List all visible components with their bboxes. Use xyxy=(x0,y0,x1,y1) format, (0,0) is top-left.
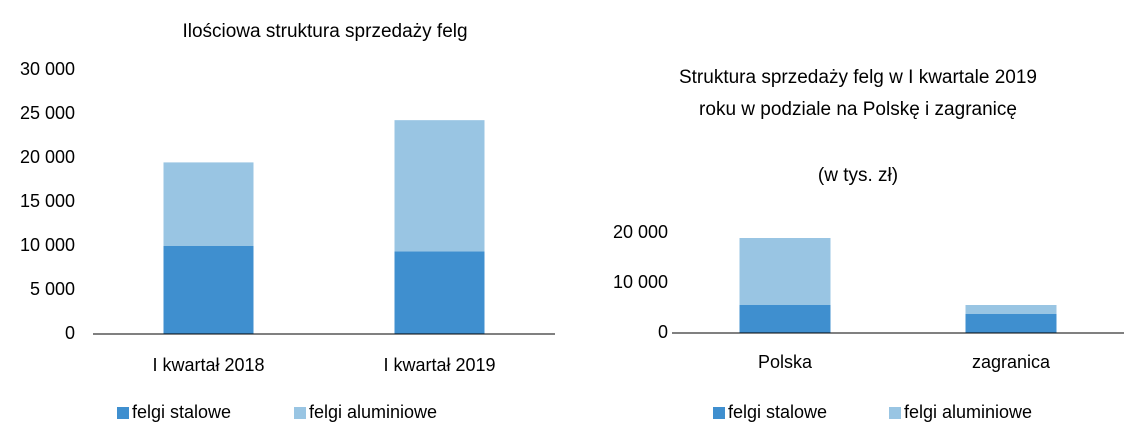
legend-swatch xyxy=(889,407,901,419)
legend-label: felgi aluminiowe xyxy=(904,402,1032,422)
legend-label: felgi stalowe xyxy=(728,402,827,422)
legend-label: felgi stalowe xyxy=(132,402,231,422)
y-tick-label: 15 000 xyxy=(20,191,75,211)
bar-segment xyxy=(163,162,254,246)
y-tick-label: 20 000 xyxy=(613,222,668,242)
y-tick-label: 10 000 xyxy=(20,235,75,255)
chart-title: Ilościowa struktura sprzedaży felg xyxy=(182,21,468,42)
chart-subtitle: (w tys. zł) xyxy=(817,165,899,186)
legend-swatch xyxy=(294,407,306,419)
bar-segment xyxy=(394,120,485,252)
bar-segment xyxy=(739,305,831,333)
legend-swatch xyxy=(117,407,129,419)
x-tick-label: I kwartał 2018 xyxy=(152,355,264,375)
y-tick-label: 10 000 xyxy=(613,272,668,292)
y-tick-label: 30 000 xyxy=(20,59,75,79)
y-tick-label: 25 000 xyxy=(20,103,75,123)
y-tick-label: 20 000 xyxy=(20,147,75,167)
y-tick-label: 5 000 xyxy=(30,279,75,299)
x-tick-label: I kwartał 2019 xyxy=(383,355,495,375)
x-tick-label: zagranica xyxy=(972,352,1051,372)
x-tick-label: Polska xyxy=(758,352,813,372)
bar-segment xyxy=(163,246,254,334)
bar-segment xyxy=(739,238,831,305)
bar-segment xyxy=(965,314,1057,333)
bar-segment xyxy=(965,305,1057,314)
y-tick-label: 0 xyxy=(65,323,75,343)
bar-segment xyxy=(394,251,485,334)
chart-title: Struktura sprzedaży felg w I kwartale 20… xyxy=(678,67,1037,120)
legend-label: felgi aluminiowe xyxy=(309,402,437,422)
legend-swatch xyxy=(713,407,725,419)
y-tick-label: 0 xyxy=(658,322,668,342)
